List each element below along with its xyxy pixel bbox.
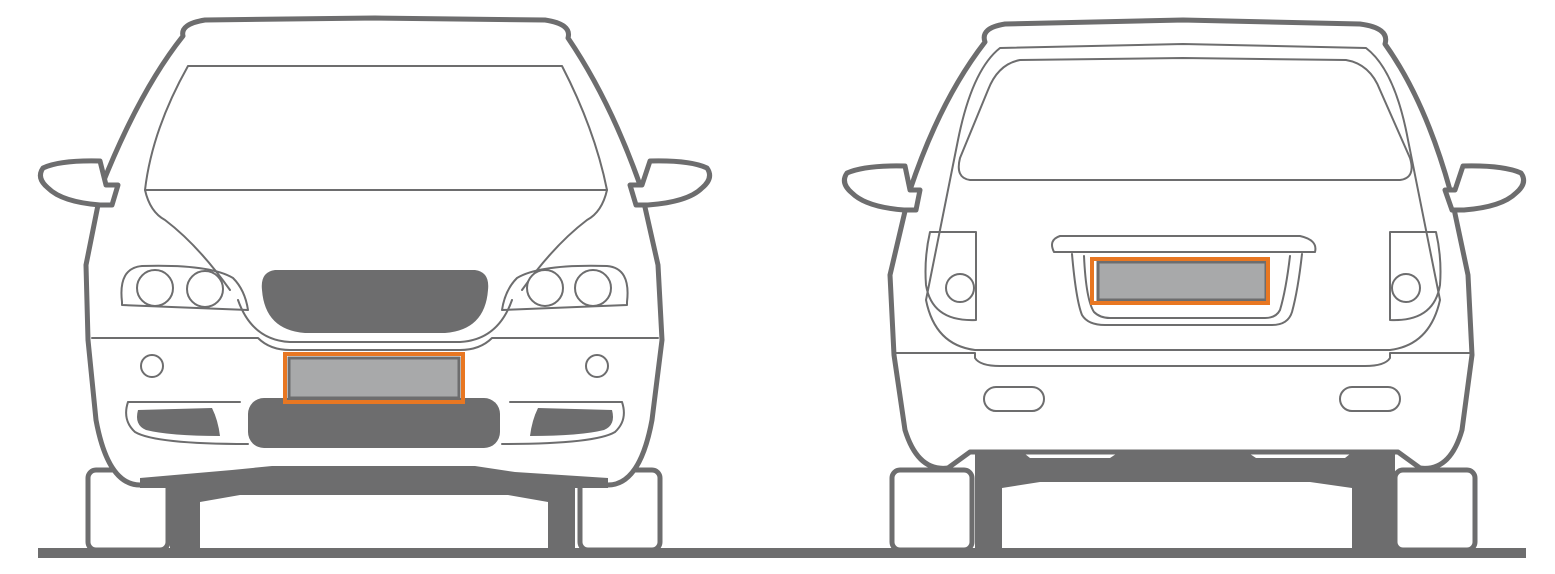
front-license-plate-highlight [283,352,465,404]
front-left-vent [137,408,220,436]
front-lower-intake [248,398,500,448]
rear-license-plate-highlight [1090,257,1270,305]
rear-window [957,57,1413,181]
front-bumper-line [91,337,659,351]
front-right-vent [530,408,613,436]
front-right-vent-outline [501,401,625,445]
front-undercarriage [170,480,575,550]
rear-left-mirror [841,163,923,213]
ground-line [38,548,1526,558]
front-left-vent-outline [125,401,249,445]
front-right-mirror [627,158,713,208]
front-left-mirror [37,158,121,208]
rear-license-plate [1096,260,1268,302]
rear-right-reflector [1391,273,1421,303]
rear-left-reflector [945,273,975,303]
rear-left-bumper-reflector [983,386,1045,412]
rear-hatch-outline [925,43,1441,351]
front-upper-grille [261,270,489,333]
front-left-fog-light [140,354,164,378]
rear-plate-recess [1071,253,1303,326]
front-hood-line-left [144,189,231,291]
front-right-headlamp-inner [574,269,612,307]
rear-right-mirror [1442,163,1527,213]
rear-right-tire [1392,467,1478,553]
car-rear-view [841,17,1527,553]
rear-undercarriage [960,450,1395,550]
rear-right-tail-light [1389,231,1442,322]
rear-bumper-line [892,352,1474,367]
front-grille-surround [237,299,513,343]
rear-right-bumper-reflector [1339,386,1401,412]
front-chin [140,466,608,488]
front-license-plate [287,356,461,400]
rear-plate-garnish [1051,235,1317,253]
front-right-headlamp-outer [526,269,564,307]
rear-left-tire [889,467,975,553]
front-left-headlight [120,264,249,311]
front-left-headlamp-inner [186,270,224,308]
car-front-view [37,15,713,553]
front-body-outline [83,15,665,488]
rear-left-tail-light [924,231,977,322]
front-left-headlamp-outer [136,269,174,307]
front-hood-line-right [521,189,608,291]
front-right-fog-light [585,354,609,378]
